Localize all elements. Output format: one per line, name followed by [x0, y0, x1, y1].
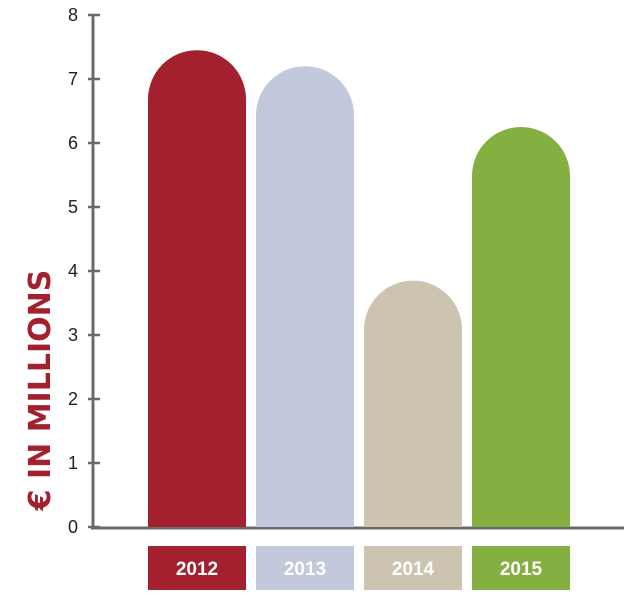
bar-2013 — [256, 66, 354, 527]
y-tick-label: 5 — [68, 197, 78, 217]
bar-2014 — [364, 280, 462, 527]
bars — [148, 50, 570, 528]
y-tick-label: 6 — [68, 133, 78, 153]
y-ticks: 0 1 2 3 4 5 6 7 8 — [68, 5, 100, 537]
y-tick-label: 7 — [68, 69, 78, 89]
y-tick-label: 3 — [68, 325, 78, 345]
bar-2012 — [148, 50, 246, 528]
category-box-2012 — [148, 546, 246, 590]
category-label-2015: 2015 — [500, 559, 543, 580]
y-tick-label: 0 — [68, 517, 78, 537]
category-label-2012: 2012 — [176, 559, 218, 580]
category-box-2014 — [364, 546, 462, 590]
y-tick-label: 4 — [68, 261, 78, 281]
category-box-2015 — [472, 546, 570, 590]
category-label-2013: 2013 — [284, 559, 326, 580]
category-box-2013 — [256, 546, 354, 590]
category-labels: 2012 2013 2014 2015 — [148, 546, 570, 590]
y-tick-label: 1 — [68, 453, 78, 473]
y-axis-label: € IN MILLIONS — [23, 270, 58, 512]
bar-2015 — [472, 127, 570, 527]
category-label-2014: 2014 — [392, 559, 435, 580]
y-tick-label: 2 — [68, 389, 78, 409]
y-tick-label: 8 — [68, 5, 78, 25]
